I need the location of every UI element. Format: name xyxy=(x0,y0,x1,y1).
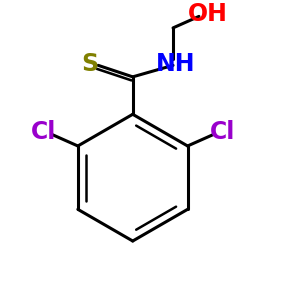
Text: Cl: Cl xyxy=(31,120,56,144)
Text: Cl: Cl xyxy=(209,120,235,144)
Text: OH: OH xyxy=(188,2,227,26)
Text: NH: NH xyxy=(156,52,196,76)
Text: S: S xyxy=(81,52,98,76)
